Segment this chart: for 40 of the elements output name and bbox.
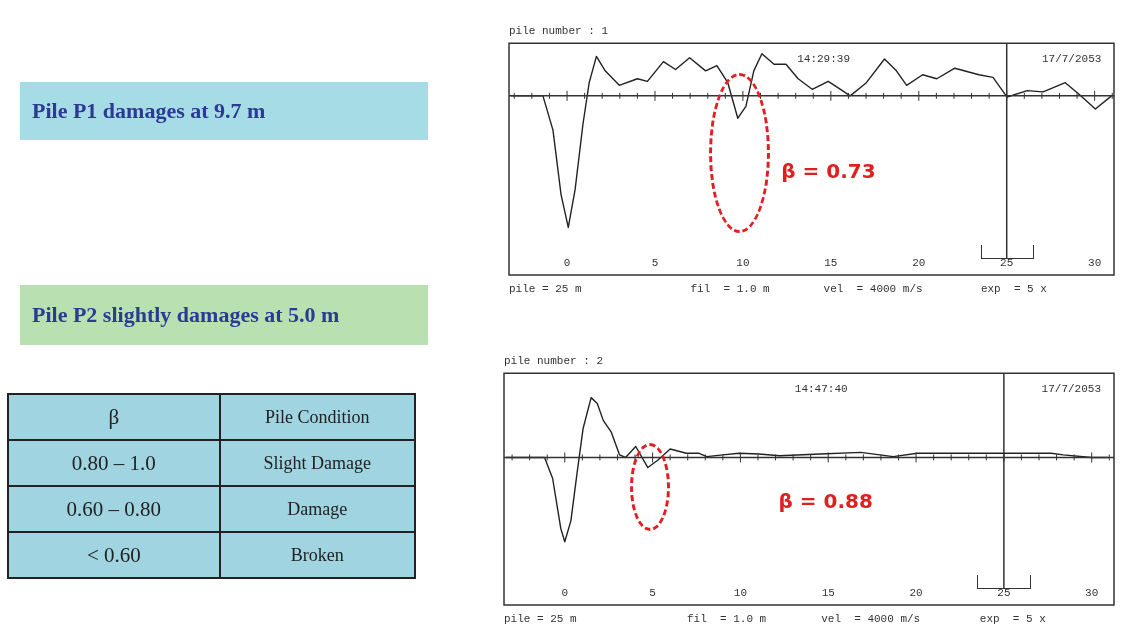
annotation: 14:29:39 <box>797 53 851 66</box>
x-tick-label: 20 <box>912 257 926 270</box>
text: 14:47:40 <box>794 383 848 396</box>
x-tick-label: 15 <box>824 257 838 270</box>
x-tick-label: 5 <box>649 587 656 600</box>
text: exp = 5 x <box>979 612 1047 625</box>
annotation: β = 0.73 <box>781 159 876 184</box>
text: Slight Damage <box>219 440 415 486</box>
text: vel = 4000 m/s <box>821 612 921 625</box>
text: 0.60 – 0.80 <box>8 486 220 532</box>
text: fil = 1.0 m <box>687 612 767 625</box>
x-tick-label: 25 <box>1000 257 1014 270</box>
x-tick-label: 30 <box>1085 587 1099 600</box>
text: fil = 1.0 m <box>690 282 771 295</box>
x-tick-label: 5 <box>651 257 659 270</box>
text: Pile Condition <box>219 394 415 440</box>
x-tick-label: 10 <box>733 587 748 600</box>
annotation: β = 0.88 <box>778 489 873 514</box>
x-tick-label: 0 <box>561 587 569 600</box>
text: 0.80 – 1.0 <box>8 440 220 486</box>
text: pile = 25 m <box>509 282 583 295</box>
text: < 0.60 <box>8 532 220 578</box>
x-tick-label: 30 <box>1088 257 1102 270</box>
text: 17/7/2053 <box>1041 383 1102 396</box>
text: exp = 5 x <box>980 282 1048 295</box>
x-tick-label: 25 <box>997 587 1011 600</box>
x-tick-label: 0 <box>563 257 571 270</box>
chart-title: pile number : 2 <box>504 354 604 367</box>
text: pile = 25 m <box>504 612 578 625</box>
text: Damage <box>219 486 415 532</box>
annotation: 17/7/2053 <box>1041 53 1102 66</box>
text: Pile P1 damages at 9.7 m <box>20 82 428 140</box>
text: Broken <box>219 532 415 578</box>
x-tick-label: 10 <box>736 257 750 270</box>
text: Pile P2 slightly damages at 5.0 m <box>20 285 428 345</box>
x-tick-label: 20 <box>909 587 923 600</box>
x-tick-label: 15 <box>821 587 835 600</box>
text: vel = 4000 m/s <box>823 282 923 295</box>
text: β <box>8 394 220 440</box>
chart-title: pile number : 1 <box>509 24 609 37</box>
